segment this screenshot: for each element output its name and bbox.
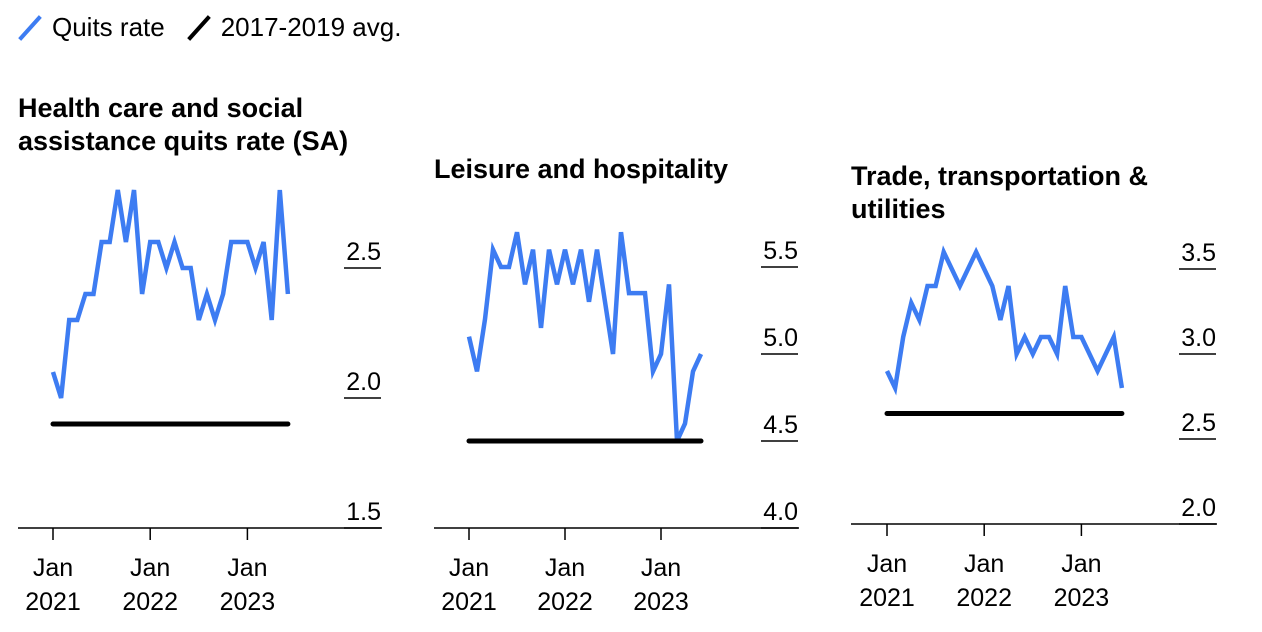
y-tick-label-1-0: 4.0 bbox=[763, 498, 798, 526]
x-tick-label-month-2-2: Jan bbox=[1061, 550, 1101, 578]
x-tick-label-month-0-2: Jan bbox=[227, 554, 267, 582]
x-tick-label-year-2-2: 2023 bbox=[1054, 584, 1110, 612]
y-tick-label-0-1: 2.0 bbox=[346, 368, 381, 396]
legend-item-quits-rate: Quits rate bbox=[18, 12, 165, 43]
y-tick-label-2-0: 2.0 bbox=[1181, 494, 1216, 522]
x-tick-label-year-0-2: 2023 bbox=[220, 588, 276, 616]
legend-item-average: 2017-2019 avg. bbox=[186, 12, 402, 43]
blue-line-swatch-icon bbox=[18, 14, 42, 41]
x-tick-label-year-0-1: 2022 bbox=[122, 588, 178, 616]
x-tick-label-month-0-1: Jan bbox=[130, 554, 170, 582]
x-tick-label-year-1-0: 2021 bbox=[441, 588, 497, 616]
y-tick-label-1-3: 5.5 bbox=[763, 237, 798, 265]
panel-title-leisure: Leisure and hospitality bbox=[434, 154, 729, 184]
x-tick-label-month-2-1: Jan bbox=[964, 550, 1004, 578]
y-tick-label-1-1: 4.5 bbox=[763, 411, 798, 439]
x-tick-label-year-2-0: 2021 bbox=[859, 584, 915, 612]
panel-title-trade: Trade, transportation & utilities bbox=[851, 161, 1149, 224]
x-tick-label-month-1-0: Jan bbox=[449, 554, 489, 582]
x-tick-label-year-1-1: 2022 bbox=[537, 588, 593, 616]
legend-label-average: 2017-2019 avg. bbox=[220, 12, 402, 42]
black-line-swatch-icon bbox=[186, 14, 211, 41]
quits-rate-line-1 bbox=[466, 231, 704, 442]
quits-rate-line-0 bbox=[50, 189, 291, 399]
x-tick-label-year-2-1: 2022 bbox=[956, 584, 1012, 612]
legend-label-quits-rate: Quits rate bbox=[52, 12, 165, 42]
x-tick-label-month-1-2: Jan bbox=[641, 554, 681, 582]
x-tick-label-year-1-2: 2023 bbox=[633, 588, 689, 616]
y-tick-label-1-2: 5.0 bbox=[763, 324, 798, 352]
x-tick-label-month-2-0: Jan bbox=[867, 550, 907, 578]
y-tick-label-2-2: 3.0 bbox=[1181, 324, 1216, 352]
quits-rate-line-2 bbox=[884, 245, 1125, 396]
panel-title-health-care: Health care and social assistance quits … bbox=[18, 93, 349, 156]
x-tick-label-month-0-0: Jan bbox=[33, 554, 73, 582]
x-tick-label-year-0-0: 2021 bbox=[25, 588, 81, 616]
y-tick-label-2-1: 2.5 bbox=[1181, 409, 1216, 437]
y-tick-label-0-0: 1.5 bbox=[346, 498, 381, 526]
y-tick-label-0-2: 2.5 bbox=[346, 238, 381, 266]
y-tick-label-2-3: 3.5 bbox=[1181, 239, 1216, 267]
x-tick-label-month-1-1: Jan bbox=[545, 554, 585, 582]
legend: Quits rate 2017-2019 avg. bbox=[18, 12, 423, 43]
